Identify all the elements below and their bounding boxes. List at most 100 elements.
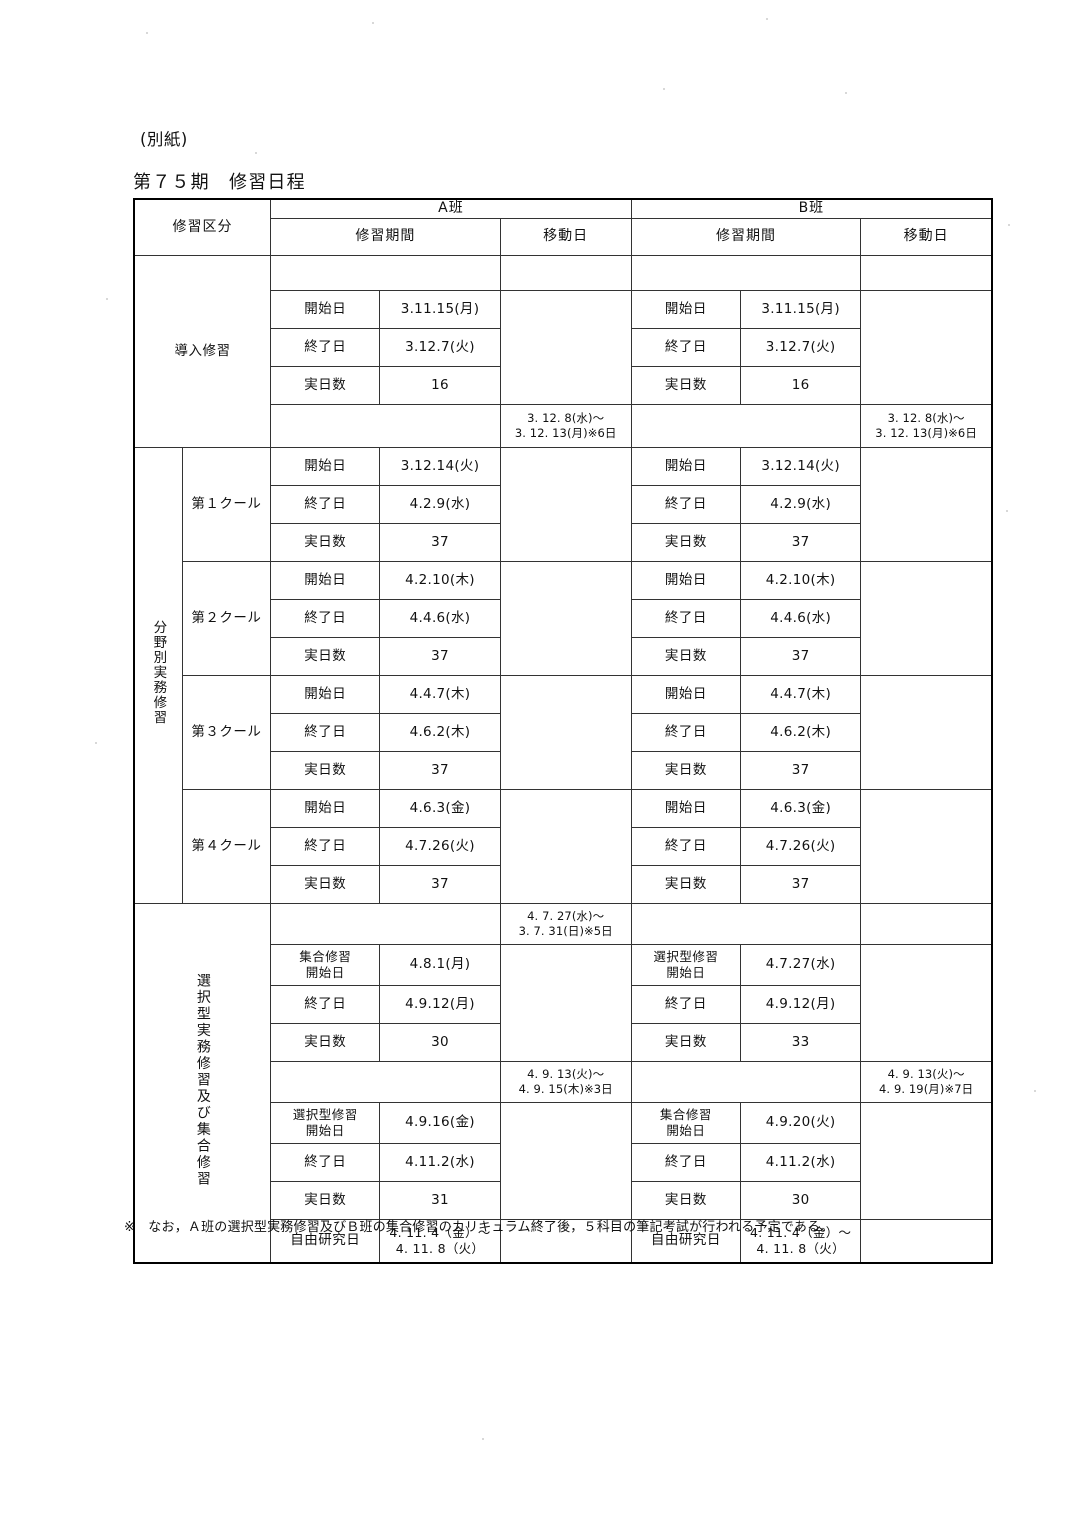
- intro-blank-b-move: [860, 254, 993, 291]
- sentaku-second-b-days: 30: [740, 1180, 862, 1220]
- row-label-days-b: 実日数: [630, 1180, 742, 1220]
- sentaku-first-b-start-label: 選択型修習 開始日: [630, 943, 742, 986]
- header-b-period: 修習期間: [630, 217, 862, 256]
- row-label-start-b: 開始日: [630, 289, 742, 329]
- cour4-a-move: [499, 788, 632, 904]
- cour4-start-row: 第４クール 開始日 4.6.3(金) 開始日 4.6.3(金): [134, 788, 993, 904]
- sentaku-movemid-b: 4. 9. 13(火)～ 4. 9. 19(月)※7日: [860, 1060, 993, 1103]
- row-label-days: 実日数: [270, 522, 381, 562]
- section-label-bunyabetsu: 分野別実務修習: [133, 446, 183, 904]
- cour2-a-days: 37: [379, 636, 501, 676]
- intro-end-row: 終了日 3.12.7(火) 終了日 3.12.7(火): [134, 327, 992, 367]
- cour2-a-start: 4.2.10(木): [379, 560, 501, 600]
- cour4-b-move: [860, 788, 993, 904]
- attachment-marker: (別紙): [140, 130, 188, 149]
- cour4-a-end: 4.7.26(火): [379, 826, 501, 866]
- header-b-move: 移動日: [860, 217, 993, 256]
- table-header-row-2: 修習期間 移動日 修習期間 移動日: [134, 217, 993, 256]
- intro-a-move-empty: [499, 289, 632, 405]
- free-study-b-move: [860, 1218, 993, 1263]
- intro-move-a-spacer: [270, 403, 501, 448]
- row-label-days-b: 実日数: [630, 1022, 742, 1062]
- sentaku-second-a-move: [499, 1101, 632, 1220]
- cour1-b-move: [860, 446, 993, 562]
- intro-a-end: 3.12.7(火): [379, 327, 501, 367]
- sentaku-second-b-move: [860, 1101, 993, 1220]
- cour2-start-row: 第２クール 開始日 4.2.10(木) 開始日 4.2.10(木): [134, 560, 993, 676]
- cour2-b-move: [860, 560, 993, 676]
- sentaku-movebefore-b: [860, 902, 993, 945]
- header-category-label: 修習区分: [133, 198, 272, 256]
- intro-b-start: 3.11.15(月): [740, 289, 862, 329]
- section-label-intro: 導入修習: [133, 254, 272, 448]
- section-label-sentaku-text: 選択型実務修習及び集合修習: [194, 972, 211, 1188]
- section-label-sentaku: 選択型実務修習及び集合修習: [133, 902, 272, 1263]
- row-label-days: 実日数: [270, 1022, 381, 1062]
- footnote-text: ※ なお，Ａ班の選択型実務修習及びＢ班の集合修習のカリキュラム終了後，５科目の筆…: [124, 1220, 834, 1235]
- cour3-start-row: 第３クール 開始日 4.4.7(木) 開始日 4.4.7(木): [134, 674, 993, 790]
- row-label-end-b: 終了日: [630, 598, 742, 638]
- intro-a-days: 16: [379, 365, 501, 405]
- row-label-end-b: 終了日: [630, 1142, 742, 1182]
- training-schedule-table: 修習区分 A班 B班 修習期間 移動日 修習期間 移動日 導入修習: [133, 198, 993, 1264]
- cour1-start-row: 分野別実務修習 第１クール 開始日 3.12.14(火) 開始日 3.12.14…: [133, 446, 993, 904]
- intro-move-row: 3. 12. 8(水)～ 3. 12. 13(月)※6日 3. 12. 8(水)～…: [134, 403, 993, 448]
- cour1-a-days: 37: [379, 522, 501, 562]
- cour4-a-start: 4.6.3(金): [379, 788, 501, 828]
- sentaku-movemid-a-spacer: [270, 1060, 501, 1103]
- sentaku-movemid-b-spacer: [630, 1060, 862, 1103]
- intro-days-row: 実日数 16 実日数 16: [134, 365, 992, 405]
- sentaku-first-start-row: 集合修習 開始日 4.8.1(月) 選択型修習 開始日 4.7.27(水): [134, 943, 993, 1062]
- cour2-b-end: 4.4.6(水): [740, 598, 862, 638]
- cour4-b-start: 4.6.3(金): [740, 788, 862, 828]
- row-label-start: 開始日: [270, 674, 381, 714]
- row-label-start-b: 開始日: [630, 788, 742, 828]
- sentaku-first-a-move: [499, 943, 632, 1062]
- sentaku-first-a-end: 4.9.12(月): [379, 984, 501, 1024]
- row-label-days: 実日数: [270, 636, 381, 676]
- cour1-days-row: 実日数 37 実日数 37: [134, 522, 992, 562]
- sentaku-second-a-start-label: 選択型修習 開始日: [270, 1101, 381, 1144]
- cour3-a-end: 4.6.2(木): [379, 712, 501, 752]
- intro-blank-row: 導入修習: [133, 254, 993, 448]
- row-label-start: 開始日: [270, 560, 381, 600]
- header-group-a: A班: [270, 198, 632, 219]
- sentaku-movebefore-a: 4. 7. 27(水)～ 3. 7. 31(日)※5日: [499, 902, 632, 945]
- row-label-end: 終了日: [270, 826, 381, 866]
- row-label-days: 実日数: [270, 1180, 381, 1220]
- cour1-a-start: 3.12.14(火): [379, 446, 501, 486]
- row-label-free-study: 自由研究日: [270, 1218, 381, 1263]
- sentaku-first-b-move: [860, 943, 993, 1062]
- row-label-end-b: 終了日: [630, 826, 742, 866]
- sentaku-movemid-a: 4. 9. 13(火)～ 4. 9. 15(木)※3日: [499, 1060, 632, 1103]
- cour3-b-days: 37: [740, 750, 862, 790]
- intro-start-row: 開始日 3.11.15(月) 開始日 3.11.15(月): [134, 289, 993, 405]
- row-label-start-b: 開始日: [630, 674, 742, 714]
- sentaku-second-start-row: 選択型修習 開始日 4.9.16(金) 集合修習 開始日 4.9.20(火): [134, 1101, 993, 1220]
- row-label-start-b: 開始日: [630, 560, 742, 600]
- sentaku-second-b-end: 4.11.2(水): [740, 1142, 862, 1182]
- row-label-free-study-b: 自由研究日: [630, 1218, 742, 1263]
- cour1-b-start: 3.12.14(火): [740, 446, 862, 486]
- header-a-move: 移動日: [499, 217, 632, 256]
- cour-label-2: 第２クール: [181, 560, 272, 676]
- row-label-end: 終了日: [270, 484, 381, 524]
- row-label-days-b: 実日数: [630, 864, 742, 904]
- sentaku-second-a-days: 31: [379, 1180, 501, 1220]
- cour4-days-row: 実日数 37 実日数 37: [134, 864, 992, 904]
- row-label-start-b: 開始日: [630, 446, 742, 486]
- row-label-end: 終了日: [270, 1142, 381, 1182]
- sentaku-first-a-start-label: 集合修習 開始日: [270, 943, 381, 986]
- row-label-end: 終了日: [270, 712, 381, 752]
- free-study-b: 4. 11. 4（金）～ 4. 11. 8（火）: [740, 1218, 862, 1263]
- row-label-end-b: 終了日: [630, 484, 742, 524]
- row-label-end: 終了日: [270, 327, 381, 367]
- cour1-a-move: [499, 446, 632, 562]
- schedule-table-wrapper: 修習区分 A班 B班 修習期間 移動日 修習期間 移動日 導入修習: [133, 198, 993, 1264]
- sentaku-first-end-row: 終了日 4.9.12(月) 終了日 4.9.12(月): [134, 984, 992, 1024]
- cour4-b-end: 4.7.26(火): [740, 826, 862, 866]
- row-label-end: 終了日: [270, 984, 381, 1024]
- row-label-days-b: 実日数: [630, 365, 742, 405]
- cour2-a-move: [499, 560, 632, 676]
- free-study-row: 自由研究日 4. 11. 4（金）～ 4. 11. 8（火） 自由研究日 4. 1…: [134, 1218, 993, 1263]
